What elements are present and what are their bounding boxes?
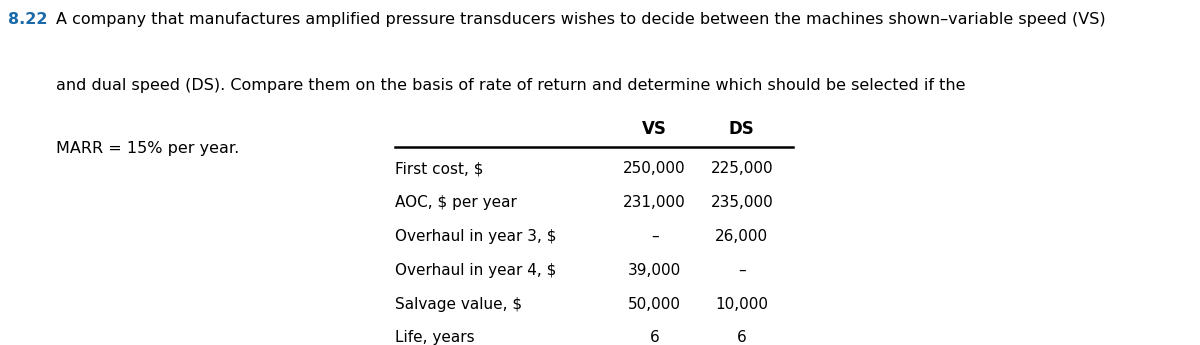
Text: MARR = 15% per year.: MARR = 15% per year. xyxy=(56,141,240,156)
Text: 225,000: 225,000 xyxy=(710,161,773,177)
Text: VS: VS xyxy=(642,120,667,138)
Text: Overhaul in year 3, $: Overhaul in year 3, $ xyxy=(395,229,557,244)
Text: 231,000: 231,000 xyxy=(623,195,686,210)
Text: First cost, $: First cost, $ xyxy=(395,161,484,177)
Text: and dual speed (DS). Compare them on the basis of rate of return and determine w: and dual speed (DS). Compare them on the… xyxy=(56,78,966,93)
Text: 50,000: 50,000 xyxy=(628,297,682,312)
Text: Overhaul in year 4, $: Overhaul in year 4, $ xyxy=(395,263,557,278)
Text: Life, years: Life, years xyxy=(395,331,474,345)
Text: DS: DS xyxy=(728,120,755,138)
Text: 10,000: 10,000 xyxy=(715,297,768,312)
Text: 8.22: 8.22 xyxy=(8,12,48,27)
Text: Salvage value, $: Salvage value, $ xyxy=(395,297,522,312)
Text: 6: 6 xyxy=(649,331,660,345)
Text: 26,000: 26,000 xyxy=(715,229,768,244)
Text: AOC, $ per year: AOC, $ per year xyxy=(395,195,517,210)
Text: 6: 6 xyxy=(737,331,746,345)
Text: 235,000: 235,000 xyxy=(710,195,773,210)
Text: 39,000: 39,000 xyxy=(628,263,682,278)
Text: A company that manufactures amplified pressure transducers wishes to decide betw: A company that manufactures amplified pr… xyxy=(56,12,1105,27)
Text: –: – xyxy=(650,229,659,244)
Text: 250,000: 250,000 xyxy=(623,161,686,177)
Text: –: – xyxy=(738,263,745,278)
